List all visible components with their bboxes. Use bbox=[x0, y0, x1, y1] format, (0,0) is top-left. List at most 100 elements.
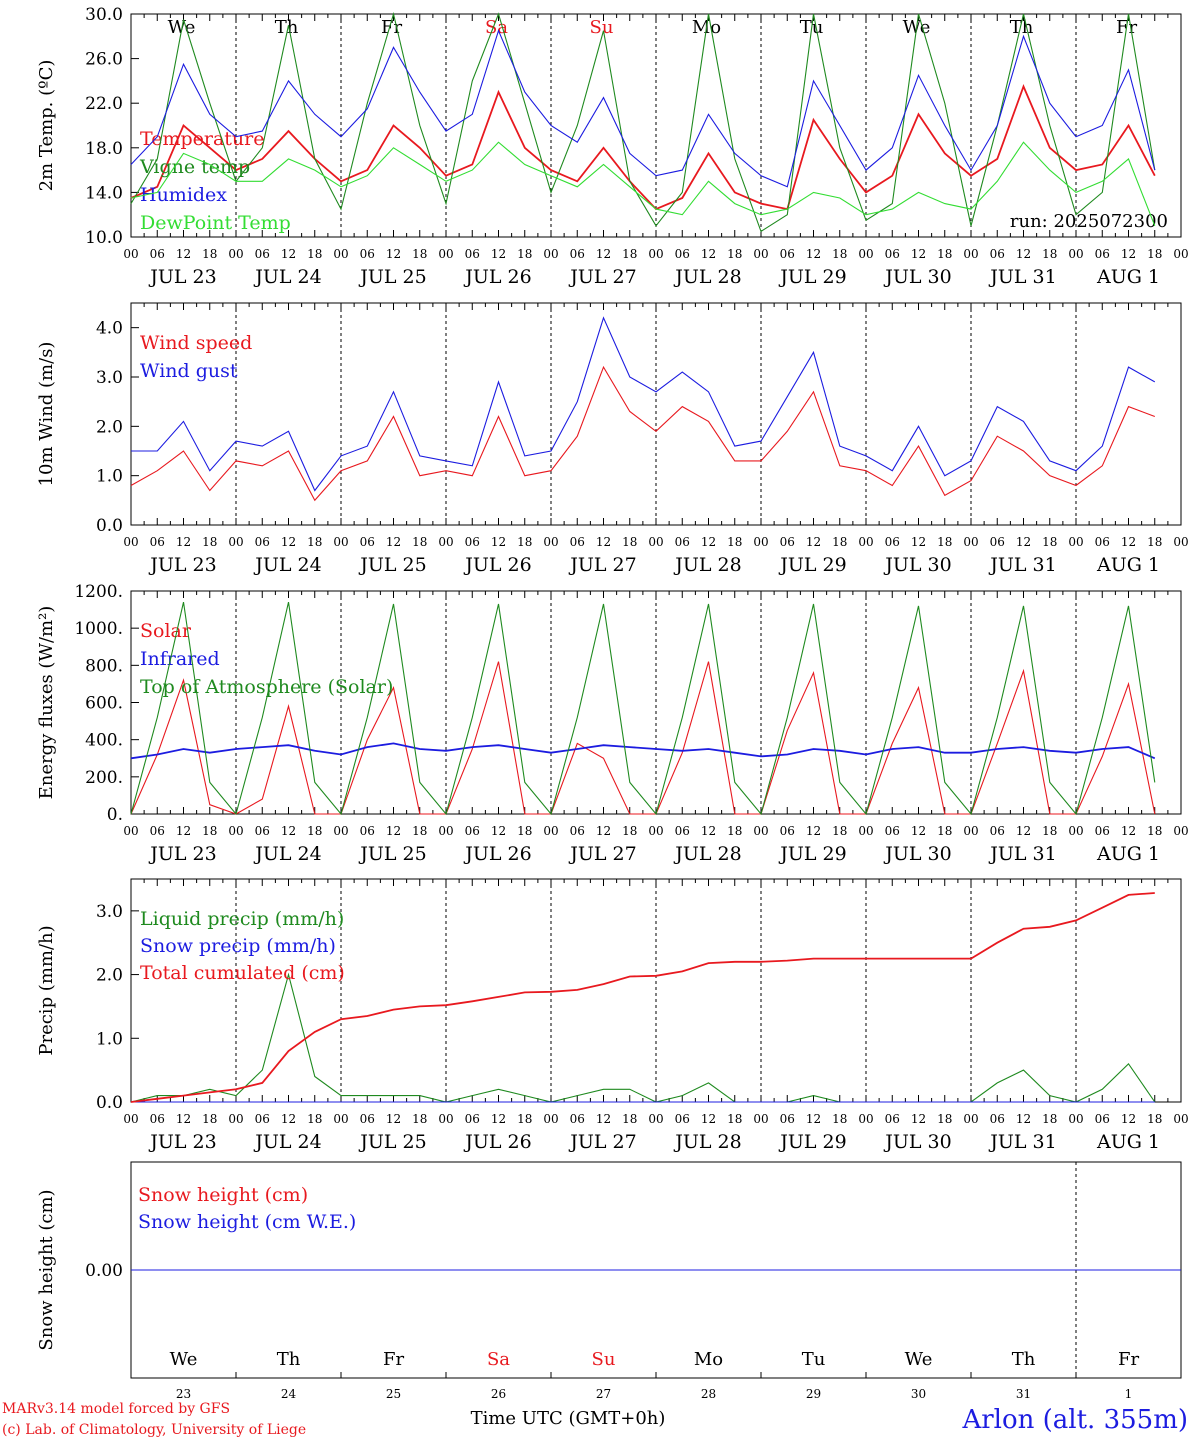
hour-tick-label: 06 bbox=[360, 247, 375, 261]
hour-tick-label: 06 bbox=[465, 247, 480, 261]
hour-tick-label: 12 bbox=[176, 535, 191, 549]
y-tick-label: 800. bbox=[85, 656, 123, 676]
y-axis-label: Energy fluxes (W/m²) bbox=[36, 606, 57, 800]
hour-tick-label: 18 bbox=[937, 535, 952, 549]
hour-tick-label: 12 bbox=[1121, 247, 1136, 261]
hour-tick-label: 06 bbox=[150, 1112, 165, 1126]
day-label: JUL 25 bbox=[358, 266, 426, 288]
hour-tick-label: 18 bbox=[937, 824, 952, 838]
weekday-label: Th bbox=[1012, 1349, 1036, 1370]
hour-tick-label: 18 bbox=[727, 824, 742, 838]
hour-tick-label: 18 bbox=[517, 824, 532, 838]
date-label: 25 bbox=[386, 1387, 401, 1401]
hour-tick-label: 18 bbox=[412, 1112, 427, 1126]
hour-tick-label: 00 bbox=[963, 247, 978, 261]
series-line bbox=[130, 742, 1156, 760]
hour-tick-label: 00 bbox=[1068, 247, 1083, 261]
legend-entry: Wind gust bbox=[140, 360, 238, 382]
panel-5: We Th Fr Sa Su Mo Tu We Th Fr 23 24 25 26 27 28 29 30 31 1 0… bbox=[36, 1161, 1182, 1401]
hour-tick-label: 18 bbox=[832, 247, 847, 261]
hour-tick-label: 06 bbox=[990, 824, 1005, 838]
hour-tick-label: 00 bbox=[753, 535, 768, 549]
hour-tick-label: 12 bbox=[911, 535, 926, 549]
y-tick-label: 22.0 bbox=[85, 94, 123, 114]
hour-tick-label: 18 bbox=[1147, 535, 1162, 549]
day-label: AUG 1 bbox=[1096, 843, 1160, 865]
hour-tick-label: 12 bbox=[281, 1112, 296, 1126]
y-tick-label: 0. bbox=[107, 805, 123, 825]
hour-tick-label: 06 bbox=[885, 1112, 900, 1126]
y-tick-label: 1.0 bbox=[96, 1029, 123, 1049]
hour-tick-label: 06 bbox=[1095, 247, 1110, 261]
hour-tick-label: 06 bbox=[675, 1112, 690, 1126]
hour-tick-label: 06 bbox=[360, 824, 375, 838]
day-label: JUL 31 bbox=[988, 554, 1056, 576]
day-label: JUL 30 bbox=[883, 1131, 951, 1153]
hour-tick-label: 00 bbox=[333, 247, 348, 261]
hour-tick-label: 06 bbox=[885, 824, 900, 838]
hour-tick-label: 00 bbox=[123, 535, 138, 549]
y-tick-label: 3.0 bbox=[96, 902, 123, 922]
hour-tick-label: 12 bbox=[176, 824, 191, 838]
hour-tick-label: 00 bbox=[438, 247, 453, 261]
hour-tick-label: 18 bbox=[727, 247, 742, 261]
hour-tick-label: 12 bbox=[1121, 535, 1136, 549]
hour-tick-label: 12 bbox=[701, 1112, 716, 1126]
hour-tick-label: 00 bbox=[648, 824, 663, 838]
date-label: 28 bbox=[701, 1387, 716, 1401]
series-line bbox=[130, 11, 1156, 233]
hour-tick-label: 12 bbox=[1016, 535, 1031, 549]
weekday-label: Fr bbox=[383, 1349, 404, 1370]
legend-entry: Solar bbox=[140, 620, 192, 642]
y-tick-label: 0.0 bbox=[96, 516, 123, 536]
day-label: JUL 28 bbox=[673, 1131, 741, 1153]
hour-tick-label: 12 bbox=[596, 1112, 611, 1126]
hour-tick-label: 12 bbox=[911, 824, 926, 838]
day-label: JUL 23 bbox=[148, 554, 216, 576]
hour-tick-label: 00 bbox=[648, 247, 663, 261]
hour-tick-label: 18 bbox=[1042, 535, 1057, 549]
run-label: run: 2025072300 bbox=[1010, 211, 1168, 232]
day-label: JUL 28 bbox=[673, 554, 741, 576]
date-label: 30 bbox=[911, 1387, 926, 1401]
hour-tick-label: 06 bbox=[150, 535, 165, 549]
day-label: JUL 31 bbox=[988, 843, 1056, 865]
hour-tick-label: 06 bbox=[1095, 824, 1110, 838]
hour-tick-label: 00 bbox=[963, 1112, 978, 1126]
y-tick-label: 30.0 bbox=[85, 5, 123, 25]
hour-tick-label: 12 bbox=[281, 824, 296, 838]
hour-tick-label: 18 bbox=[937, 1112, 952, 1126]
y-tick-label: 18.0 bbox=[85, 139, 123, 159]
series-line bbox=[130, 141, 1156, 227]
series-line bbox=[130, 661, 1156, 815]
hour-tick-label: 06 bbox=[990, 1112, 1005, 1126]
legend-entry: DewPoint Temp bbox=[140, 212, 291, 234]
series-line bbox=[130, 601, 1156, 816]
weekday-label: Th bbox=[275, 17, 299, 38]
hour-tick-label: 18 bbox=[1042, 247, 1057, 261]
hour-tick-label: 06 bbox=[885, 535, 900, 549]
weekday-label: Fr bbox=[1118, 1349, 1139, 1370]
legend-entry: Wind speed bbox=[140, 332, 252, 354]
day-label: JUL 28 bbox=[673, 843, 741, 865]
hour-tick-label: 12 bbox=[386, 824, 401, 838]
hour-tick-label: 18 bbox=[1147, 247, 1162, 261]
weekday-label: Fr bbox=[381, 17, 402, 38]
hour-tick-label: 12 bbox=[491, 247, 506, 261]
y-tick-label: 2.0 bbox=[96, 417, 123, 437]
hour-tick-label: 00 bbox=[228, 535, 243, 549]
hour-tick-label: 12 bbox=[596, 824, 611, 838]
time-axis-label: Time UTC (GMT+0h) bbox=[471, 1408, 666, 1429]
hour-tick-label: 18 bbox=[622, 535, 637, 549]
y-tick-label: 4.0 bbox=[96, 319, 123, 339]
hour-tick-label: 06 bbox=[570, 824, 585, 838]
hour-tick-label: 12 bbox=[281, 535, 296, 549]
y-tick-label: 26.0 bbox=[85, 50, 123, 70]
hour-tick-label: 18 bbox=[307, 1112, 322, 1126]
hour-tick-label: 06 bbox=[465, 535, 480, 549]
y-tick-label: 1000. bbox=[74, 619, 123, 639]
plot-frame bbox=[130, 13, 1182, 238]
hour-tick-label: 06 bbox=[255, 824, 270, 838]
day-label: AUG 1 bbox=[1096, 1131, 1160, 1153]
hour-tick-label: 06 bbox=[990, 247, 1005, 261]
